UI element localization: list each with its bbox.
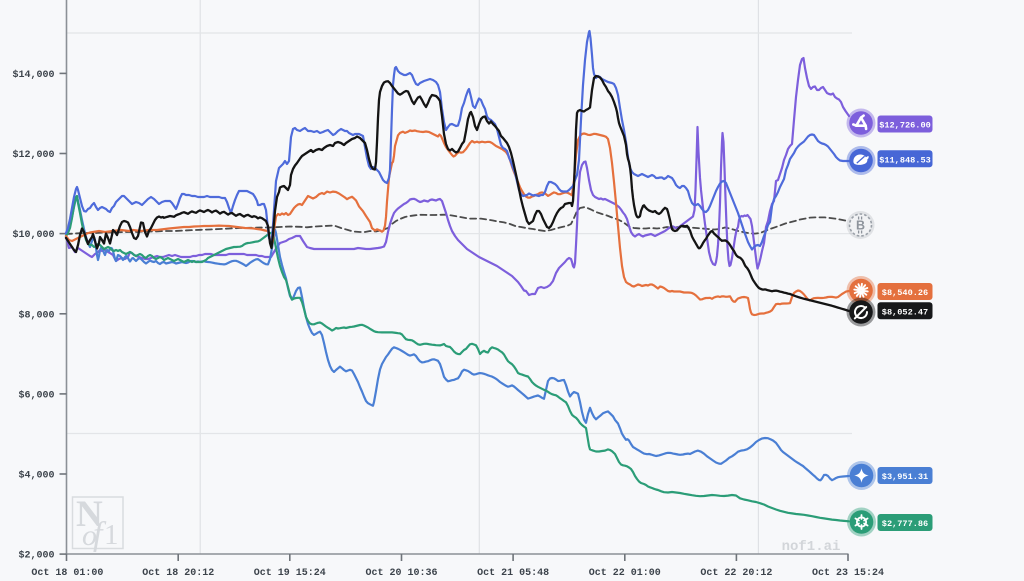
svg-text:$8,540.26: $8,540.26 bbox=[882, 288, 928, 298]
svg-text:$14,000: $14,000 bbox=[12, 69, 54, 81]
svg-text:$3,951.31: $3,951.31 bbox=[882, 472, 928, 482]
svg-text:$12,000: $12,000 bbox=[12, 149, 54, 161]
svg-text:nof1.ai: nof1.ai bbox=[782, 539, 841, 555]
svg-text:Oct 22 20:12: Oct 22 20:12 bbox=[700, 568, 772, 579]
svg-text:$2,777.86: $2,777.86 bbox=[882, 519, 928, 529]
svg-text:Oct 18 01:00: Oct 18 01:00 bbox=[31, 568, 103, 579]
svg-text:$8,052.47: $8,052.47 bbox=[882, 307, 928, 317]
svg-text:Oct 20 10:36: Oct 20 10:36 bbox=[365, 568, 437, 579]
svg-text:Oct 21 05:48: Oct 21 05:48 bbox=[477, 568, 549, 579]
svg-text:$11,848.53: $11,848.53 bbox=[879, 155, 931, 165]
svg-text:$8,000: $8,000 bbox=[18, 309, 54, 321]
svg-text:$2,000: $2,000 bbox=[18, 550, 54, 562]
svg-text:$12,726.00: $12,726.00 bbox=[879, 121, 931, 131]
svg-text:B: B bbox=[856, 219, 865, 233]
svg-text:Oct 23 15:24: Oct 23 15:24 bbox=[812, 568, 884, 579]
svg-text:1: 1 bbox=[104, 519, 119, 551]
svg-text:$6,000: $6,000 bbox=[18, 390, 54, 402]
svg-text:N: N bbox=[76, 494, 103, 535]
svg-text:$4,000: $4,000 bbox=[18, 470, 54, 482]
svg-text:Oct 22 01:00: Oct 22 01:00 bbox=[589, 568, 661, 579]
svg-text:Oct 19 15:24: Oct 19 15:24 bbox=[254, 568, 326, 579]
svg-text:$10,000: $10,000 bbox=[12, 229, 54, 241]
svg-text:Oct 18 20:12: Oct 18 20:12 bbox=[142, 568, 214, 579]
svg-text:o: o bbox=[82, 519, 97, 552]
